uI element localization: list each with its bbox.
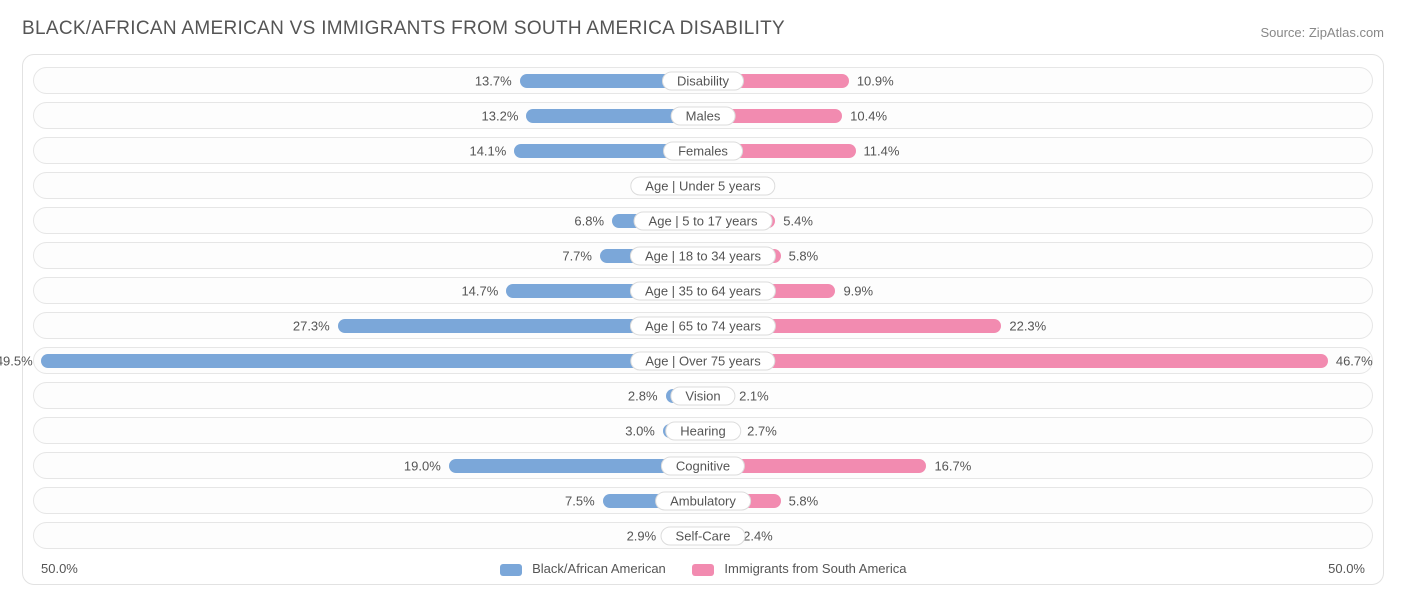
row-label: Vision: [670, 386, 735, 405]
left-value: 3.0%: [625, 423, 655, 438]
row-label: Age | 35 to 64 years: [630, 281, 776, 300]
chart-header: BLACK/AFRICAN AMERICAN VS IMMIGRANTS FRO…: [22, 18, 1384, 40]
right-half: 10.9%: [703, 68, 1372, 93]
row-label: Hearing: [665, 421, 741, 440]
chart-row: 27.3% 22.3% Age | 65 to 74 years: [33, 312, 1373, 339]
row-label: Disability: [662, 71, 744, 90]
row-label: Self-Care: [661, 526, 746, 545]
right-value: 5.8%: [789, 248, 819, 263]
left-half: 19.0%: [34, 453, 703, 478]
row-label: Males: [671, 106, 736, 125]
left-half: 13.2%: [34, 103, 703, 128]
left-value: 49.5%: [0, 353, 33, 368]
right-bar: [703, 354, 1328, 368]
chart-row: 13.7% 10.9% Disability: [33, 67, 1373, 94]
left-value: 19.0%: [404, 458, 441, 473]
left-half: 14.1%: [34, 138, 703, 163]
right-value: 2.1%: [739, 388, 769, 403]
chart-row: 3.0% 2.7% Hearing: [33, 417, 1373, 444]
chart-legend: Black/African American Immigrants from S…: [78, 561, 1328, 576]
right-half: 16.7%: [703, 453, 1372, 478]
right-half: 10.4%: [703, 103, 1372, 128]
chart-row: 2.9% 2.4%Self-Care: [33, 522, 1373, 549]
left-half: 6.8%: [34, 208, 703, 233]
left-half: 13.7%: [34, 68, 703, 93]
chart-row: 13.2% 10.4% Males: [33, 102, 1373, 129]
chart-row: 14.7% 9.9% Age | 35 to 64 years: [33, 277, 1373, 304]
left-half: 7.7%: [34, 243, 703, 268]
legend-swatch-right: [692, 564, 714, 576]
left-half: 3.0%: [34, 418, 703, 443]
right-value: 5.4%: [783, 213, 813, 228]
left-value: 14.7%: [461, 283, 498, 298]
row-label: Age | 5 to 17 years: [634, 211, 773, 230]
chart-row: 19.0% 16.7% Cognitive: [33, 452, 1373, 479]
rows-container: 13.7% 10.9% Disability 13.2% 10.4% Males 14.1%…: [33, 67, 1373, 549]
left-value: 6.8%: [574, 213, 604, 228]
right-half: 2.1%: [703, 383, 1372, 408]
right-value: 10.9%: [857, 73, 894, 88]
chart-row: 2.8% 2.1% Vision: [33, 382, 1373, 409]
left-half: 2.8%: [34, 383, 703, 408]
chart-row: 1.4%1.2%Age | Under 5 years: [33, 172, 1373, 199]
left-value: 13.2%: [482, 108, 519, 123]
legend-swatch-left: [500, 564, 522, 576]
legend-item-right: Immigrants from South America: [692, 561, 907, 576]
chart-footer: 50.0% Black/African American Immigrants …: [33, 557, 1373, 578]
left-half: 7.5%: [34, 488, 703, 513]
right-value: 5.8%: [789, 493, 819, 508]
right-value: 11.4%: [864, 143, 900, 158]
row-label: Age | 18 to 34 years: [630, 246, 776, 265]
right-half: 11.4%: [703, 138, 1372, 163]
legend-label-left: Black/African American: [532, 561, 666, 576]
left-value: 13.7%: [475, 73, 512, 88]
right-value: 9.9%: [843, 283, 873, 298]
left-value: 2.8%: [628, 388, 658, 403]
left-value: 7.7%: [562, 248, 592, 263]
right-value: 10.4%: [850, 108, 887, 123]
left-value: 27.3%: [293, 318, 330, 333]
right-half: 5.8%: [703, 243, 1372, 268]
left-half: 49.5%: [34, 348, 703, 373]
left-half: 1.4%: [34, 173, 703, 198]
chart-source: Source: ZipAtlas.com: [1260, 25, 1384, 40]
right-value: 46.7%: [1336, 353, 1373, 368]
right-half: 9.9%: [703, 278, 1372, 303]
legend-item-left: Black/African American: [500, 561, 666, 576]
left-half: 27.3%: [34, 313, 703, 338]
left-value: 7.5%: [565, 493, 595, 508]
right-half: 22.3%: [703, 313, 1372, 338]
right-half: 5.4%: [703, 208, 1372, 233]
chart-row: 49.5% 46.7% Age | Over 75 years: [33, 347, 1373, 374]
left-value: 2.9%: [627, 528, 657, 543]
right-value: 16.7%: [934, 458, 971, 473]
right-half: 46.7%: [703, 348, 1372, 373]
chart-row: 7.5% 5.8% Ambulatory: [33, 487, 1373, 514]
row-label: Age | Over 75 years: [630, 351, 775, 370]
right-value: 2.4%: [743, 528, 773, 543]
right-value: 2.7%: [747, 423, 777, 438]
row-label: Females: [663, 141, 743, 160]
right-half: 2.7%: [703, 418, 1372, 443]
right-half: 2.4%: [703, 523, 1372, 548]
right-half: 5.8%: [703, 488, 1372, 513]
left-bar: [41, 354, 703, 368]
right-half: 1.2%: [703, 173, 1372, 198]
row-label: Cognitive: [661, 456, 745, 475]
row-label: Age | Under 5 years: [630, 176, 775, 195]
left-half: 14.7%: [34, 278, 703, 303]
chart-title: BLACK/AFRICAN AMERICAN VS IMMIGRANTS FRO…: [22, 18, 785, 40]
row-label: Ambulatory: [655, 491, 751, 510]
chart-row: 6.8% 5.4% Age | 5 to 17 years: [33, 207, 1373, 234]
right-value: 22.3%: [1009, 318, 1046, 333]
axis-max-left: 50.0%: [41, 561, 78, 576]
legend-label-right: Immigrants from South America: [724, 561, 906, 576]
chart-row: 7.7% 5.8% Age | 18 to 34 years: [33, 242, 1373, 269]
axis-max-right: 50.0%: [1328, 561, 1365, 576]
diverging-bar-chart: 13.7% 10.9% Disability 13.2% 10.4% Males 14.1%…: [22, 54, 1384, 585]
row-label: Age | 65 to 74 years: [630, 316, 776, 335]
chart-row: 14.1% 11.4% Females: [33, 137, 1373, 164]
left-half: 2.9%: [34, 523, 703, 548]
left-value: 14.1%: [469, 143, 506, 158]
